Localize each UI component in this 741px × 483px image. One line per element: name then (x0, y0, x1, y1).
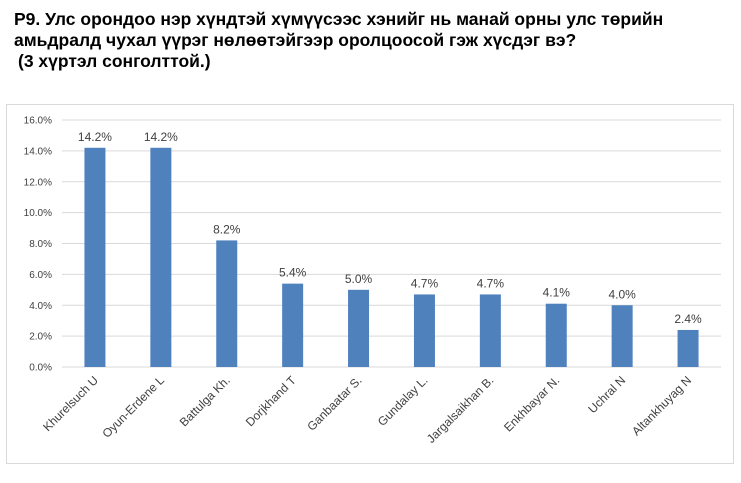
question-line-1: P9. Улс орондоо нэр хүндтэй хүмүүсээс хэ… (14, 9, 664, 29)
data-label: 4.1% (543, 286, 571, 300)
data-label: 5.4% (279, 266, 307, 280)
question-line-2: амьдралд чухал үүрэг нөлөөтэйгээр оролцо… (14, 30, 577, 50)
data-label: 2.4% (674, 312, 702, 326)
bar (216, 240, 238, 367)
x-tick-label: Oyun-Erdene L (100, 373, 168, 441)
data-label: 4.0% (608, 287, 636, 301)
data-labels: 14.2% 14.2% 8.2% 5.4% 5.0% 4.7% 4.7% 4.1% 4.0% 2.… (78, 130, 702, 326)
y-tick-label: 6.0% (29, 270, 52, 281)
data-label: 5.0% (345, 272, 373, 286)
data-label: 14.2% (78, 130, 112, 144)
data-label: 8.2% (213, 222, 241, 236)
chart-frame: 0.0% 2.0% 4.0% 6.0% 8.0% 10.0% 12.0% 14.0% 16.0%… (6, 104, 734, 464)
bar (282, 283, 304, 367)
bar-chart: 0.0% 2.0% 4.0% 6.0% 8.0% 10.0% 12.0% 14.0% 16.0%… (24, 116, 721, 446)
y-tick-label: 10.0% (24, 208, 52, 219)
bar (413, 294, 435, 367)
question-line-3: (3 хүртэл сонголттой.) (18, 51, 211, 71)
bar (84, 147, 106, 367)
bar (348, 289, 370, 367)
question-title: P9. Улс орондоо нэр хүндтэй хүмүүсээс хэ… (14, 9, 734, 72)
x-tick-label: Battulga Kh. (177, 373, 233, 429)
y-tick-label: 14.0% (24, 146, 52, 157)
x-tick-label: Enkhbayar N. (501, 373, 562, 434)
y-tick-label: 16.0% (24, 116, 52, 127)
x-tick-label: Uchral N (585, 373, 628, 416)
bar (479, 294, 501, 367)
bar (545, 303, 567, 367)
bar (677, 329, 699, 367)
y-tick-label: 4.0% (29, 301, 52, 312)
y-tick-label: 8.0% (29, 239, 52, 250)
x-tick-label: Khurelsuch U (40, 373, 101, 434)
x-tick-label: Gundalay L. (375, 373, 431, 429)
bar (611, 305, 633, 367)
x-tick-label: Jargalsaikhan B. (424, 373, 497, 446)
y-tick-label: 2.0% (29, 332, 52, 343)
x-tick-label: Altankhuyag N (629, 373, 694, 438)
x-tick-label: Dorjkhand T (243, 373, 299, 429)
data-label: 4.7% (411, 276, 439, 290)
bar (150, 147, 172, 367)
x-tick-label: Ganbaatar S. (304, 373, 364, 433)
gridlines (62, 119, 721, 368)
bars (84, 147, 699, 367)
y-tick-label: 0.0% (29, 363, 52, 374)
data-label: 14.2% (144, 130, 178, 144)
y-tick-label: 12.0% (24, 177, 52, 188)
data-label: 4.7% (477, 276, 505, 290)
y-axis-ticks: 0.0% 2.0% 4.0% 6.0% 8.0% 10.0% 12.0% 14.0% 16.0% (24, 116, 52, 374)
